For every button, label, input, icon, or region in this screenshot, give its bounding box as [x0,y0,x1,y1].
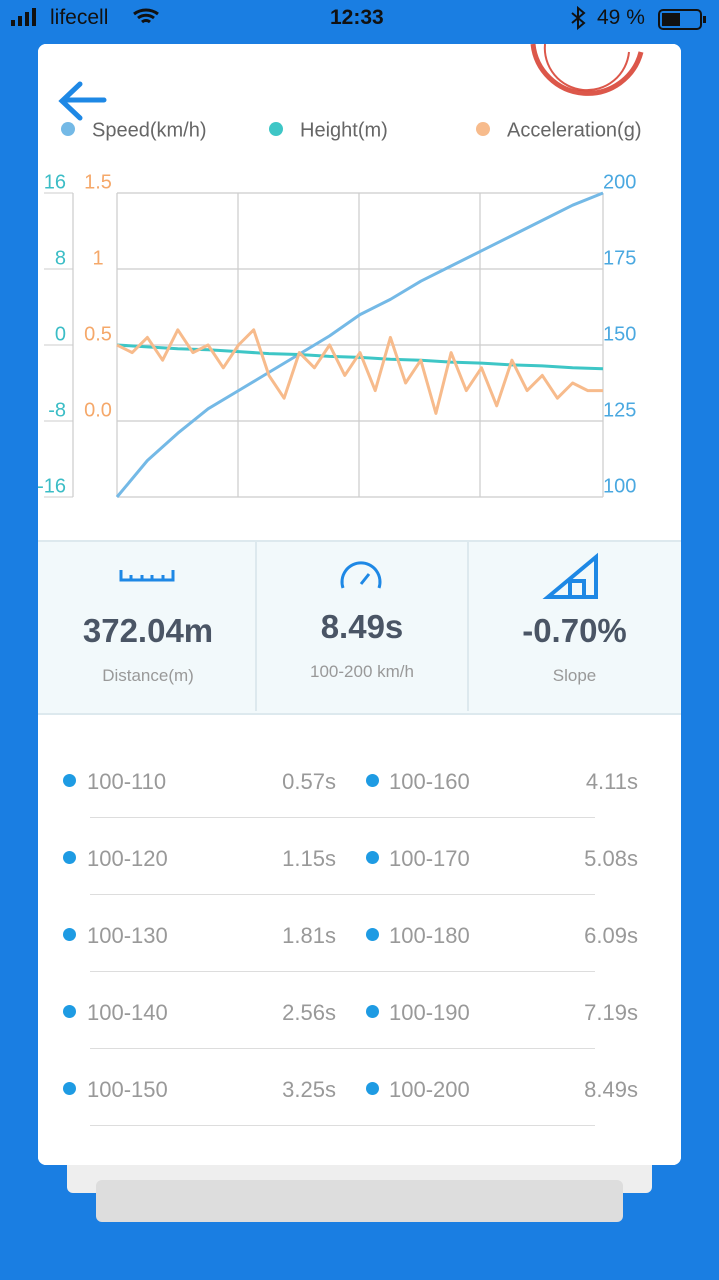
battery-level: 49 % [597,6,645,29]
y2-tick-label: 100 [603,475,636,497]
metric-value: -0.70% [522,612,627,649]
y2-tick-label: 175 [603,247,636,269]
series-line [116,328,603,415]
legend-label: Height(m) [300,119,388,141]
split-range: 100-150 [87,1077,168,1102]
metric-label: Distance(m) [102,666,194,685]
split-range: 100-170 [389,846,470,871]
split-time: 0.57s [282,769,336,794]
split-range: 100-180 [389,923,470,948]
split-range: 100-120 [87,846,168,871]
divider [90,1125,595,1126]
metric: 372.04m Distance(m) [40,540,256,711]
y3-tick-label: 0.0 [84,399,112,421]
bullet [366,774,379,787]
split-range: 100-200 [389,1077,470,1102]
y3-tick-label: 0.5 [84,323,112,345]
carrier: lifecell [50,6,109,29]
chart: 16 8 0 -8 -16 200 175 150 125 100 1.5 1 0.5 0.0 Speed(… [37,43,644,498]
split-range: 100-130 [87,923,168,948]
bullet [366,928,379,941]
split-time: 1.15s [282,846,336,871]
divider [90,971,595,972]
y-tick-label: 16 [44,171,66,193]
bullet [63,774,76,787]
y2-tick-label: 150 [603,323,636,345]
split-time: 2.56s [282,1000,336,1025]
divider [90,1048,595,1049]
split-range: 100-160 [389,769,470,794]
y-tick-label: 8 [55,247,66,269]
split-time: 1.81s [282,923,336,948]
divider [90,817,595,818]
series-line [115,191,604,498]
metric-icons [119,540,598,711]
split-range: 100-140 [87,1000,168,1025]
card-stack [96,1180,623,1222]
metric: 8.49s 100-200 km/h [258,540,466,711]
split-time: 7.19s [584,1000,638,1025]
legend-marker [476,122,490,136]
bullet [63,928,76,941]
split-time: 3.25s [282,1077,336,1102]
y3-tick-label: 1.5 [84,171,112,193]
split-time: 6.09s [584,923,638,948]
y2-tick-label: 125 [603,399,636,421]
split-range: 100-190 [389,1000,470,1025]
bullet [366,851,379,864]
bullet [63,1005,76,1018]
metric: -0.70% Slope [470,540,679,711]
split-time: 8.49s [584,1077,638,1102]
metric-label: 100-200 km/h [310,662,414,681]
split-time: 4.11s [585,769,638,794]
metric-value: 8.49s [320,608,404,645]
y2-tick-label: 200 [603,171,636,193]
status-icons [11,5,706,31]
legend-label: Acceleration(g) [507,119,642,141]
legend-label: Speed(km/h) [92,119,207,141]
legend-marker [61,122,75,136]
metrics-panel [38,540,681,715]
y-tick-label: -16 [37,475,66,497]
legend-marker [269,122,283,136]
metric-label: Slope [552,666,597,685]
bullet [63,851,76,864]
clock: 12:33 [330,6,384,29]
bullet [63,1082,76,1095]
divider [90,894,595,895]
split-range: 100-110 [87,769,167,794]
bullet [366,1005,379,1018]
y-tick-label: -8 [48,399,66,421]
y3-tick-label: 1 [92,247,103,269]
bullet [366,1082,379,1095]
back-button[interactable] [58,81,107,121]
split-time: 5.08s [584,846,638,871]
metric-value: 372.04m [82,612,214,649]
y-tick-label: 0 [55,323,66,345]
